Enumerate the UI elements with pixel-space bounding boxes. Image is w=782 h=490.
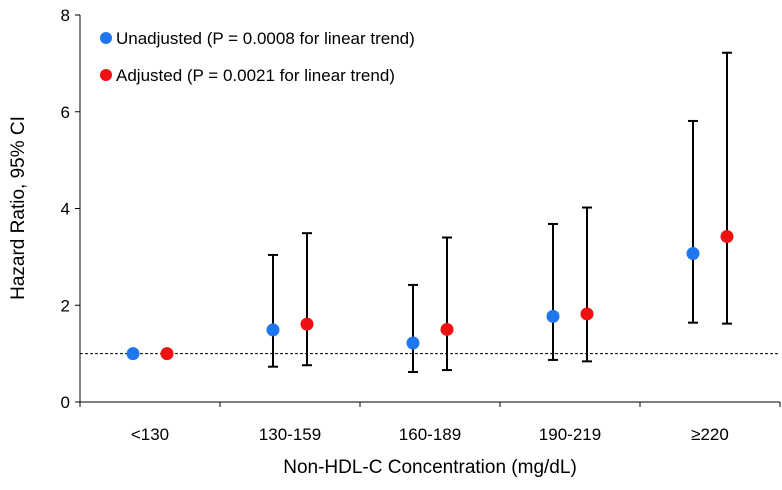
data-point [300,317,314,331]
error-bar [548,222,558,361]
error-bar [442,236,452,372]
y-tick-label: 0 [61,393,70,412]
x-tick-label: ≥220 [691,425,729,444]
legend-label-adjusted: Adjusted (P = 0.0021 for linear trend) [116,66,395,85]
data-points [126,230,734,361]
data-point [440,322,454,336]
x-ticks: <130 130-159 160-189 190-219 ≥220 [79,402,781,444]
x-tick-label: <130 [131,425,169,444]
y-tick-label: 6 [61,103,70,122]
y-tick-label: 8 [61,6,70,25]
data-point [580,307,594,321]
y-tick-label: 4 [61,200,70,219]
legend-label-unadjusted: Unadjusted (P = 0.0008 for linear trend) [116,29,415,48]
data-point [546,309,560,323]
error-bar [268,253,278,368]
error-bar [302,232,312,367]
data-point [406,336,420,350]
y-axis-title: Hazard Ratio, 95% CI [8,116,29,300]
y-tick-label: 2 [61,296,70,315]
error-bars [268,51,732,374]
x-axis-title: Non-HDL-C Concentration (mg/dL) [283,457,577,478]
x-tick-label: 160-189 [399,425,461,444]
error-bar [408,283,418,374]
data-point [686,246,700,260]
x-tick-label: 130-159 [259,425,321,444]
data-point [266,323,280,337]
data-point [160,347,174,361]
legend-marker-unadjusted [100,32,112,44]
data-point [126,347,140,361]
legend-marker-adjusted [100,69,112,81]
x-tick-label: 190-219 [539,425,601,444]
legend: Unadjusted (P = 0.0008 for linear trend)… [100,29,415,85]
error-bar [582,206,592,363]
data-point [720,230,734,244]
error-bar [688,119,698,324]
error-bar [722,51,732,325]
y-ticks: 0 2 4 6 8 [61,6,80,412]
